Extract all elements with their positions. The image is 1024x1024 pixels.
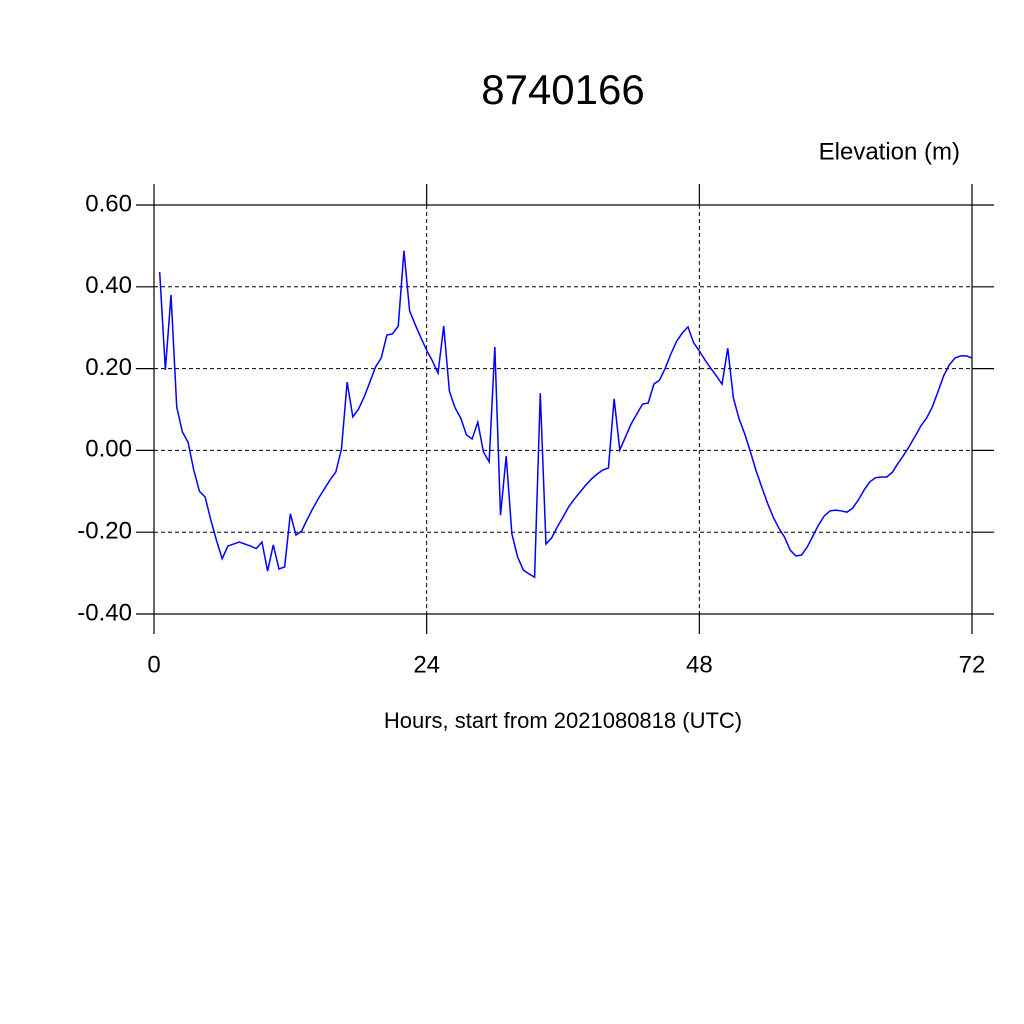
y-tick-label: -0.40: [77, 599, 132, 626]
plot-frame: [153, 204, 973, 615]
x-tick-label: 0: [147, 651, 160, 678]
x-tick-label: 24: [413, 651, 440, 678]
x-tick-label: 48: [686, 651, 713, 678]
y-tick-label: -0.20: [77, 518, 132, 545]
x-tick-label: 72: [959, 651, 986, 678]
subtitle: Elevation (m): [819, 138, 960, 165]
y-tick-label: 0.60: [85, 190, 132, 217]
data-line: [158, 250, 973, 579]
chart-title: 8740166: [481, 66, 645, 113]
x-axis-label: Hours, start from 2021080818 (UTC): [384, 708, 742, 733]
y-tick-label: 0.40: [85, 272, 132, 299]
y-tick-label: 0.20: [85, 354, 132, 381]
y-tick-label: 0.00: [85, 436, 132, 463]
